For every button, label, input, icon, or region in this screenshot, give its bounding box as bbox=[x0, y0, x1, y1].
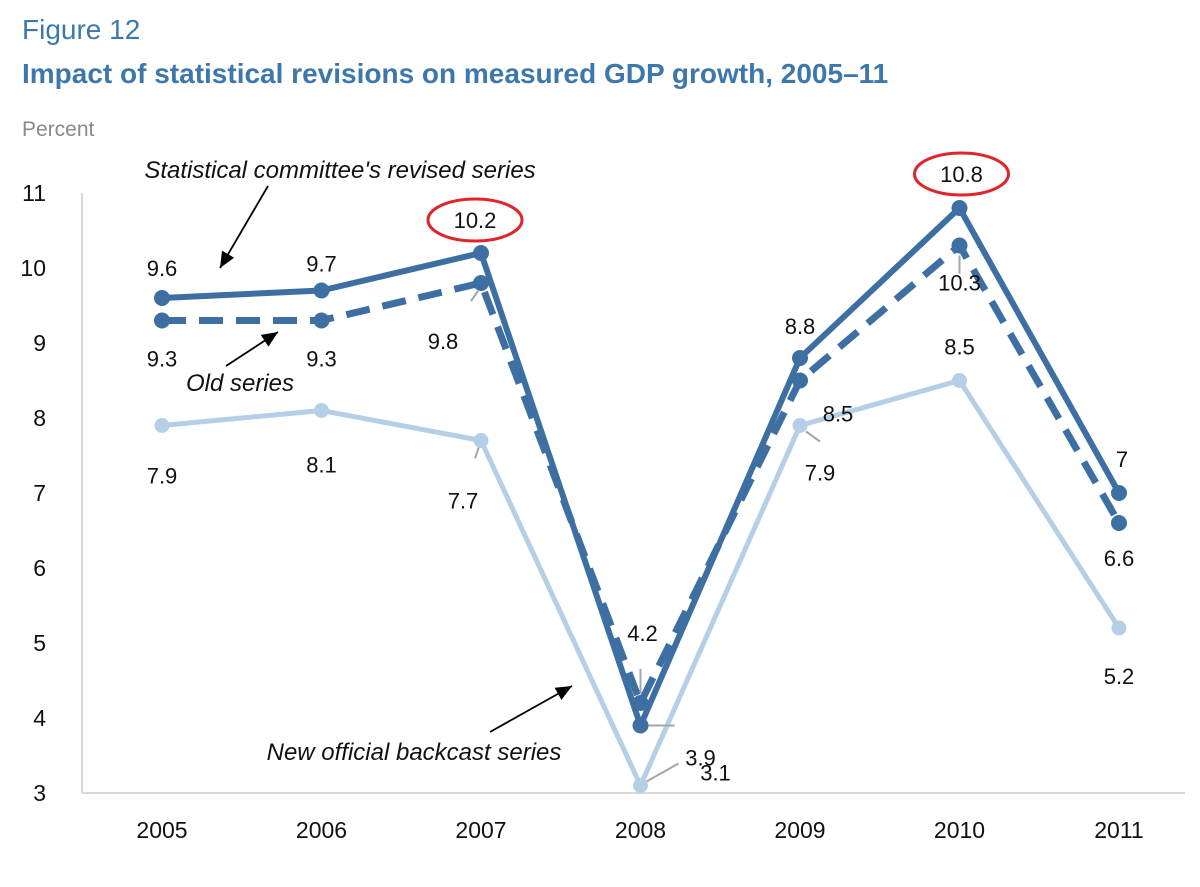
y-tick-label: 6 bbox=[33, 555, 46, 581]
data-points bbox=[154, 200, 1127, 793]
data-point-old-2009 bbox=[792, 372, 808, 389]
data-point-revised-2006 bbox=[313, 282, 330, 299]
data-point-backcast-2009 bbox=[792, 418, 808, 433]
data-point-backcast-2011 bbox=[1111, 620, 1127, 636]
data-point-old-2005 bbox=[154, 312, 170, 329]
data-label-old-2006: 9.3 bbox=[306, 347, 337, 372]
data-label-old-2011: 6.6 bbox=[1104, 546, 1135, 571]
axes: 3 4 5 6 7 8 9 10 11 2005 2006 2007 2008 2009 2010 2011 bbox=[20, 180, 1185, 843]
arrow-revised-head bbox=[220, 250, 235, 268]
data-point-revised-2009 bbox=[792, 350, 808, 366]
data-point-revised-2005 bbox=[154, 290, 170, 306]
leader-old-2007 bbox=[470, 290, 479, 302]
series-annotations: Statistical committee's revised series Ol… bbox=[144, 151, 1010, 766]
data-label-revised-2010: 10.8 bbox=[940, 162, 983, 187]
data-label-backcast-2008: 3.1 bbox=[700, 761, 731, 786]
data-label-backcast-2009: 7.9 bbox=[805, 461, 836, 486]
data-label-revised-2008: 3.9 bbox=[685, 746, 716, 771]
data-label-old-2005: 9.3 bbox=[147, 347, 178, 372]
y-tick-label: 9 bbox=[33, 330, 46, 356]
highlight-circle-2010 bbox=[913, 151, 1010, 197]
y-axis-unit: Percent bbox=[22, 118, 95, 141]
chart-title: Impact of statistical revisions on measu… bbox=[22, 58, 889, 89]
data-labels: 9.6 9.7 10.2 3.9 8.8 10.8 7 9.3 9.3 9.8 4.2 8.5 10.3… bbox=[147, 162, 1135, 786]
data-point-revised-2010 bbox=[951, 200, 968, 216]
y-tick-label: 8 bbox=[33, 405, 46, 431]
data-label-old-2009: 8.5 bbox=[823, 402, 854, 427]
data-label-old-2008: 4.2 bbox=[627, 621, 658, 646]
data-point-backcast-2005 bbox=[154, 418, 170, 433]
figure-label: Figure 12 bbox=[22, 14, 141, 45]
data-label-old-2007: 9.8 bbox=[428, 329, 459, 354]
y-tick-label: 11 bbox=[22, 180, 46, 206]
data-label-backcast-2006: 8.1 bbox=[306, 453, 337, 478]
data-label-revised-2007: 10.2 bbox=[454, 208, 497, 233]
data-point-revised-2007 bbox=[473, 245, 489, 261]
y-tick-label: 4 bbox=[33, 705, 46, 731]
leader-backcast-2008 bbox=[646, 762, 679, 783]
data-point-backcast-2007 bbox=[473, 433, 489, 448]
data-label-backcast-2005: 7.9 bbox=[147, 464, 178, 489]
x-tick-label: 2007 bbox=[455, 817, 506, 843]
y-tick-label: 5 bbox=[33, 630, 46, 656]
data-label-backcast-2010: 8.5 bbox=[944, 335, 975, 360]
data-point-old-2011 bbox=[1111, 515, 1127, 531]
annotation-old-series: Old series bbox=[186, 370, 294, 397]
data-point-old-2007 bbox=[473, 275, 489, 291]
y-tick-label: 3 bbox=[33, 780, 46, 806]
x-tick-label: 2010 bbox=[934, 817, 985, 843]
data-point-revised-2008 bbox=[632, 717, 649, 734]
leader-backcast-2009 bbox=[805, 430, 821, 443]
x-tick-label: 2011 bbox=[1094, 817, 1143, 843]
highlight-circle-2007 bbox=[426, 197, 524, 243]
data-point-old-2008 bbox=[632, 695, 649, 711]
arrow-backcast-head bbox=[554, 686, 572, 700]
annotation-backcast-series: New official backcast series bbox=[267, 739, 562, 766]
data-label-backcast-2011: 5.2 bbox=[1104, 664, 1135, 689]
data-label-old-2010: 10.3 bbox=[938, 271, 981, 296]
data-label-revised-2011: 7 bbox=[1116, 447, 1128, 472]
data-point-backcast-2010 bbox=[952, 373, 967, 388]
data-point-old-2010 bbox=[951, 237, 968, 254]
data-label-revised-2005: 9.6 bbox=[147, 256, 178, 281]
x-tick-label: 2005 bbox=[136, 817, 187, 843]
data-point-revised-2011 bbox=[1111, 485, 1127, 501]
data-point-backcast-2008 bbox=[633, 778, 648, 793]
leader-backcast-2007 bbox=[474, 446, 480, 459]
data-label-backcast-2007: 7.7 bbox=[448, 489, 479, 514]
arrow-old-head bbox=[260, 332, 278, 347]
data-label-revised-2006: 9.7 bbox=[306, 252, 337, 277]
x-tick-label: 2006 bbox=[296, 817, 347, 843]
data-point-old-2006 bbox=[313, 312, 330, 329]
x-tick-label: 2009 bbox=[774, 817, 825, 843]
x-tick-label: 2008 bbox=[615, 817, 666, 843]
y-tick-label: 7 bbox=[33, 480, 46, 506]
y-tick-label: 10 bbox=[20, 255, 46, 281]
data-label-revised-2009: 8.8 bbox=[785, 314, 816, 339]
leader-lines bbox=[470, 255, 961, 783]
annotation-revised-series: Statistical committee's revised series bbox=[144, 157, 535, 184]
data-point-backcast-2006 bbox=[314, 403, 329, 418]
